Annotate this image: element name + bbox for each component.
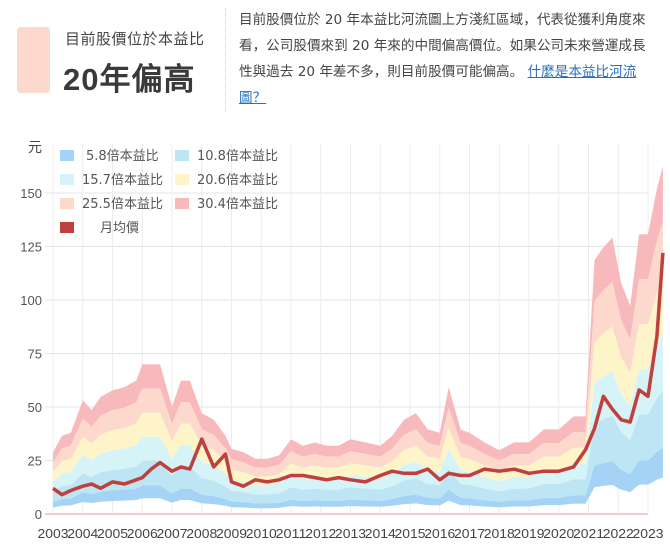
y-tick-label: 100 [20,293,42,308]
x-tick-label: 2005 [97,526,128,541]
legend-label: 5.8倍本益比 [86,149,159,164]
verdict-value: 20年偏高 [63,62,196,97]
legend-swatch [60,174,74,185]
y-tick-label: 50 [28,400,42,415]
x-tick-label: 2006 [127,526,158,541]
pe-river-help-link[interactable]: 什麼是本益比河流圖？ [239,64,637,106]
legend-label: 30.4倍本益比 [197,197,278,212]
legend-label: 月均價 [100,221,140,236]
x-tick-label: 2004 [67,526,98,541]
x-tick-label: 2007 [157,526,188,541]
valuation-verdict: 目前股價位於本益比 20年偏高 [17,24,222,97]
x-tick-label: 2009 [216,526,247,541]
legend-item-pe-25-5[interactable]: 25.5倍本益比 [60,196,163,214]
legend-swatch [60,150,74,161]
legend-item-pe-5-8[interactable]: 5.8倍本益比 [60,148,159,166]
legend-item-pe-15-7[interactable]: 15.7倍本益比 [60,172,163,190]
x-tick-label: 2021 [573,526,604,541]
y-tick-label: 125 [20,240,42,255]
x-tick-label: 2023 [633,526,664,541]
legend-label: 15.7倍本益比 [82,173,163,188]
legend-swatch [60,198,74,209]
chart-plot-area: 0255075100125150元20032004200520062007200… [20,139,665,541]
x-tick-label: 2008 [186,526,217,541]
monthly-price-line [51,252,665,497]
x-tick-label: 2022 [603,526,634,541]
legend-item-pe-10-8[interactable]: 10.8倍本益比 [175,148,278,166]
verdict-color-swatch [17,27,50,93]
vertical-divider [225,8,226,112]
y-tick-label: 25 [28,454,42,469]
x-tick-label: 2019 [514,526,545,541]
x-tick-label: 2014 [365,526,396,541]
legend-swatch [175,198,189,209]
x-tick-label: 2003 [38,526,69,541]
x-tick-label: 2011 [276,526,307,541]
legend-item-pe-30-4[interactable]: 30.4倍本益比 [175,196,278,214]
legend-swatch [175,174,189,185]
legend-swatch [175,150,189,161]
y-tick-label: 0 [35,507,42,522]
legend-item-monthly-price[interactable]: 月均價 [60,220,139,238]
y-axis-unit: 元 [28,139,42,155]
x-tick-label: 2010 [246,526,277,541]
x-tick-label: 2020 [543,526,574,541]
verdict-caption: 目前股價位於本益比 [65,30,205,48]
x-tick-label: 2013 [335,526,366,541]
x-tick-label: 2015 [395,526,426,541]
legend-swatch [60,222,74,233]
legend-label: 20.6倍本益比 [197,173,278,188]
legend-label: 10.8倍本益比 [197,149,278,164]
description-text: 目前股價位於 20 年本益比河流圖上方淺紅區域，代表從獲利角度來看，公司股價來到… [239,12,646,80]
x-tick-label: 2012 [305,526,336,541]
x-tick-label: 2016 [424,526,455,541]
x-tick-label: 2018 [484,526,515,541]
x-tick-label: 2017 [454,526,485,541]
pe-river-chart: 0 25 50 75 100 125 150 元 2003 2004 2005 2006 2007 200… [0,128,670,544]
legend-label: 25.5倍本益比 [82,197,163,212]
y-tick-label: 150 [20,186,42,201]
legend-item-pe-20-6[interactable]: 20.6倍本益比 [175,172,278,190]
verdict-description: 目前股價位於 20 年本益比河流圖上方淺紅區域，代表從獲利角度來看，公司股價來到… [239,7,659,111]
y-tick-label: 75 [28,347,42,362]
